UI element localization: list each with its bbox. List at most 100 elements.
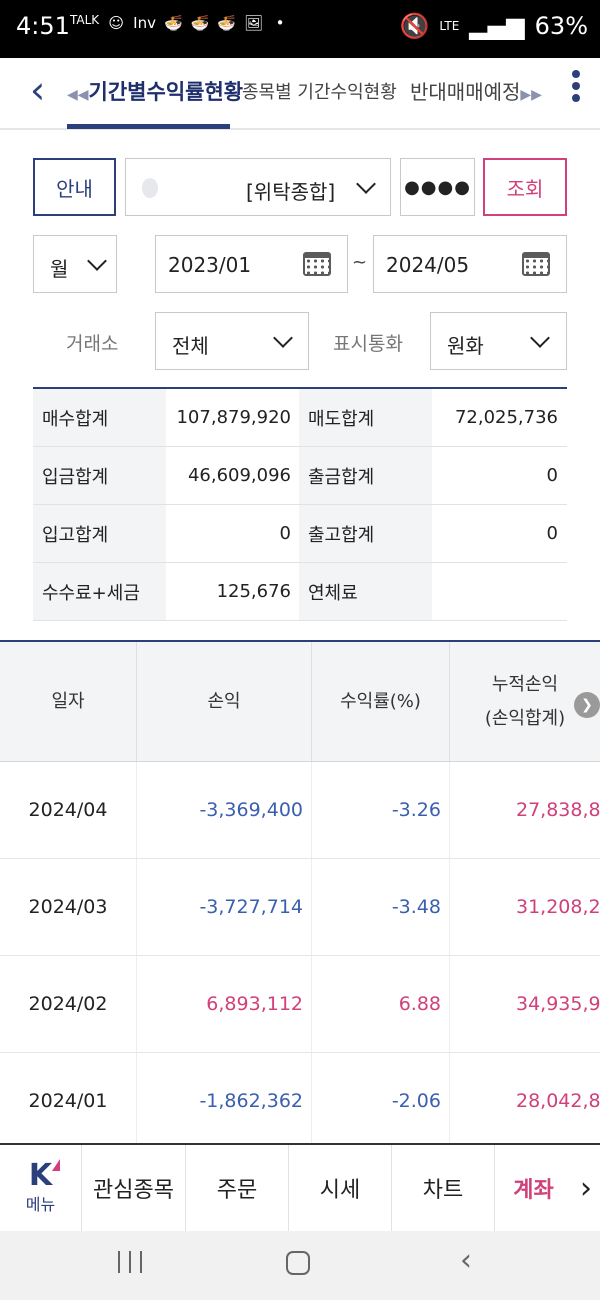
lte-icon: LTE xyxy=(439,19,460,33)
chevron-down-icon xyxy=(356,174,376,194)
row-date: 2024/01 xyxy=(0,1053,137,1149)
bowl-notification-icon: 🍜 xyxy=(190,14,210,32)
summary-label: 연체료 xyxy=(299,563,432,620)
date-separator: ~ xyxy=(352,252,368,273)
more-notifications-dot: • xyxy=(275,14,285,32)
bottom-tab-account[interactable]: 계좌 xyxy=(513,1178,554,1203)
chevron-down-icon xyxy=(530,328,550,348)
battery-level: 63% xyxy=(534,12,588,40)
summary-label: 출금합계 xyxy=(299,447,432,504)
row-pnl: -3,727,714 xyxy=(137,859,312,955)
summary-label: 수수료+세금 xyxy=(33,563,166,620)
summary-row: 입고합계 0 출고합계 0 xyxy=(33,505,567,563)
tab-period-return[interactable]: ◀◀기간별수익률현황 xyxy=(67,80,244,104)
date-to-value: 2024/05 xyxy=(386,253,470,277)
row-cumulative: 27,838,83 xyxy=(516,799,600,821)
system-icons: 🔇 LTE ▂▄▆ 63% xyxy=(399,12,588,40)
query-button[interactable]: 조회 xyxy=(483,158,567,216)
currency-label: 표시통화 xyxy=(333,333,403,355)
row-date: 2024/04 xyxy=(0,762,137,858)
exchange-value: 전체 xyxy=(172,334,209,358)
bottom-navigation: K 메뉴 관심종목 주문 시세 차트 계좌 › xyxy=(0,1143,600,1231)
row-rate: 6.88 xyxy=(312,956,450,1052)
summary-row: 입금합계 46,609,096 출금합계 0 xyxy=(33,447,567,505)
calendar-icon[interactable] xyxy=(303,252,331,276)
summary-value: 0 xyxy=(546,465,558,486)
row-cumulative: 31,208,23 xyxy=(516,896,600,918)
summary-label: 매도합계 xyxy=(299,389,432,446)
back-icon[interactable]: ‹ xyxy=(460,1243,472,1278)
bottom-tab-order[interactable]: 주문 xyxy=(186,1145,289,1231)
summary-value xyxy=(432,563,567,620)
column-header-cumulative: 누적손익 (손익합계) xyxy=(484,673,566,729)
summary-label: 입고합계 xyxy=(33,505,166,562)
currency-value: 원화 xyxy=(447,334,484,358)
summary-row: 수수료+세금 125,676 연체료 xyxy=(33,563,567,621)
tab-liquidation-schedule[interactable]: 반대매매예정▶▶ xyxy=(410,80,542,104)
home-icon[interactable] xyxy=(286,1251,310,1275)
menu-button[interactable]: K 메뉴 xyxy=(0,1145,82,1231)
info-button[interactable]: 안내 xyxy=(33,158,116,216)
signal-icon: ▂▄▆ xyxy=(469,12,525,40)
bottom-tab-chart[interactable]: 차트 xyxy=(392,1145,495,1231)
date-to-field[interactable]: 2024/05 xyxy=(373,235,567,293)
row-date: 2024/03 xyxy=(0,859,137,955)
summary-label: 매수합계 xyxy=(33,389,166,446)
password-field[interactable]: ●●●● xyxy=(400,158,475,216)
account-select[interactable]: [위탁종합] xyxy=(125,158,391,216)
masked-account-number xyxy=(142,178,158,198)
scroll-right-circle-icon[interactable]: ❯ xyxy=(574,692,600,718)
calendar-icon[interactable] xyxy=(522,252,550,276)
row-pnl: -3,369,400 xyxy=(137,762,312,858)
table-row[interactable]: 2024/01 -1,862,362 -2.06 28,042,83 xyxy=(0,1053,600,1150)
row-rate: -3.26 xyxy=(312,762,450,858)
bowl-notification-icon: 🍜 xyxy=(217,14,237,32)
clock: 4:51 xyxy=(16,12,70,40)
inv-notification-icon: Inv xyxy=(133,14,156,32)
table-header: 일자 손익 수익률(%) 누적손익 (손익합계) xyxy=(0,642,600,762)
summary-row: 매수합계 107,879,920 매도합계 72,025,736 xyxy=(33,389,567,447)
chevron-down-icon xyxy=(273,328,293,348)
active-tab-indicator xyxy=(67,124,230,129)
period-unit-value: 월 xyxy=(50,257,69,281)
more-vertical-icon[interactable] xyxy=(571,66,581,106)
k-logo-icon: K xyxy=(28,1158,61,1193)
table-row[interactable]: 2024/02 6,893,112 6.88 34,935,95 xyxy=(0,956,600,1053)
image-notification-icon: 🖼 xyxy=(244,14,264,32)
exchange-select[interactable]: 전체 xyxy=(155,312,309,370)
summary-value: 0 xyxy=(279,523,291,544)
row-rate: -2.06 xyxy=(312,1053,450,1149)
summary-value: 72,025,736 xyxy=(454,407,558,428)
top-navigation: ‹ ◀◀기간별수익률현황 종목별 기간수익현황 반대매매예정▶▶ xyxy=(0,58,600,130)
talk-notification-icon: TALK xyxy=(70,13,100,27)
back-chevron-icon[interactable]: ‹ xyxy=(30,68,46,112)
date-from-value: 2023/01 xyxy=(168,253,252,277)
date-from-field[interactable]: 2023/01 xyxy=(155,235,348,293)
bottom-tab-watchlist[interactable]: 관심종목 xyxy=(82,1145,186,1231)
system-navigation-bar: ‹ xyxy=(0,1231,600,1300)
summary-label: 입금합계 xyxy=(33,447,166,504)
exchange-label: 거래소 xyxy=(66,333,119,355)
summary-value: 125,676 xyxy=(216,581,291,602)
recent-apps-icon[interactable] xyxy=(118,1251,142,1275)
row-cumulative: 28,042,83 xyxy=(516,1090,600,1112)
chevron-down-icon xyxy=(87,251,107,271)
row-pnl: 6,893,112 xyxy=(137,956,312,1052)
returns-table[interactable]: 일자 손익 수익률(%) 누적손익 (손익합계) ❯ 2024/04 -3,369… xyxy=(0,640,600,1150)
chevron-right-icon[interactable]: › xyxy=(580,1170,592,1206)
table-row[interactable]: 2024/03 -3,727,714 -3.48 31,208,23 xyxy=(0,859,600,956)
mute-icon: 🔇 xyxy=(399,12,430,40)
summary-table: 매수합계 107,879,920 매도합계 72,025,736 입금합계 46… xyxy=(33,387,567,621)
bowl-notification-icon: 🍜 xyxy=(163,14,183,32)
row-cumulative: 34,935,95 xyxy=(516,993,600,1015)
table-row[interactable]: 2024/04 -3,369,400 -3.26 27,838,83 xyxy=(0,762,600,859)
bottom-tab-quotes[interactable]: 시세 xyxy=(289,1145,392,1231)
summary-value: 0 xyxy=(546,523,558,544)
period-unit-select[interactable]: 월 xyxy=(33,235,117,293)
row-date: 2024/02 xyxy=(0,956,137,1052)
summary-value: 46,609,096 xyxy=(187,465,291,486)
notification-icons: TALK ☺ Inv 🍜 🍜 🍜 🖼 • xyxy=(70,14,289,34)
menu-label: 메뉴 xyxy=(25,1195,56,1214)
tab-stock-period-profit[interactable]: 종목별 기간수익현황 xyxy=(242,82,397,103)
currency-select[interactable]: 원화 xyxy=(430,312,567,370)
